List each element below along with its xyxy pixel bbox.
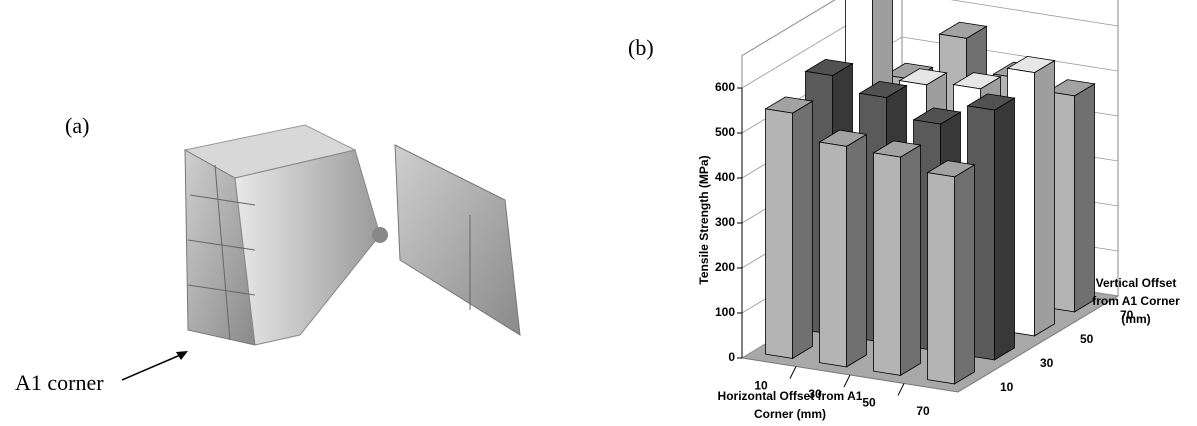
panel-label: (b) bbox=[628, 35, 654, 60]
bar-front bbox=[873, 152, 901, 376]
y-tick-label: 300 bbox=[715, 215, 735, 229]
bar bbox=[764, 96, 814, 360]
arrow bbox=[121, 352, 186, 381]
x-tick-label: 30 bbox=[808, 387, 822, 401]
y-tick-label: 400 bbox=[715, 170, 735, 184]
bar-side bbox=[792, 100, 813, 360]
panel-label: (a) bbox=[65, 113, 89, 138]
bar-side bbox=[954, 164, 975, 385]
annotation: A1 corner bbox=[15, 370, 104, 395]
x-axis-label: Horizontal Offset from A1 bbox=[718, 389, 863, 403]
x-tick-label: 10 bbox=[754, 378, 768, 392]
bar-side bbox=[846, 133, 867, 368]
bar-side bbox=[1034, 59, 1055, 337]
y-tick-label: 200 bbox=[715, 260, 735, 274]
depth-axis-label: Vertical Offset bbox=[1096, 276, 1177, 290]
y-tick-label: 0 bbox=[728, 350, 735, 364]
arrow-head bbox=[176, 351, 188, 360]
y-tick-label: 600 bbox=[715, 80, 735, 94]
grid-line bbox=[741, 0, 1119, 89]
bar-front bbox=[765, 108, 793, 359]
bar-front bbox=[927, 172, 955, 385]
y-axis-label: Tensile Strength (MPa) bbox=[697, 155, 711, 284]
y-tick-label: 100 bbox=[715, 305, 735, 319]
depth-axis-label: from A1 Corner bbox=[1092, 294, 1180, 308]
x-tick-label: 50 bbox=[862, 395, 876, 409]
bar-side bbox=[1074, 83, 1095, 313]
depth-tick-label: 70 bbox=[1120, 308, 1134, 322]
x-tick-label: 70 bbox=[916, 404, 930, 418]
photo bbox=[183, 124, 521, 346]
bar bbox=[818, 129, 868, 368]
bar-side bbox=[900, 144, 921, 377]
bar bbox=[926, 160, 976, 385]
y-tick-label: 500 bbox=[715, 125, 735, 139]
tick bbox=[897, 383, 905, 396]
depth-tick-label: 10 bbox=[1000, 380, 1014, 394]
tick bbox=[843, 374, 851, 388]
bar-side bbox=[994, 97, 1015, 361]
depth-tick-label: 30 bbox=[1040, 356, 1054, 370]
bar bbox=[872, 140, 922, 377]
bar-front bbox=[819, 141, 847, 368]
depth-tick-label: 50 bbox=[1080, 332, 1094, 346]
x-axis-label: Corner (mm) bbox=[754, 407, 826, 421]
depth-axis-label: (mm) bbox=[1121, 312, 1150, 326]
tick bbox=[789, 366, 797, 379]
